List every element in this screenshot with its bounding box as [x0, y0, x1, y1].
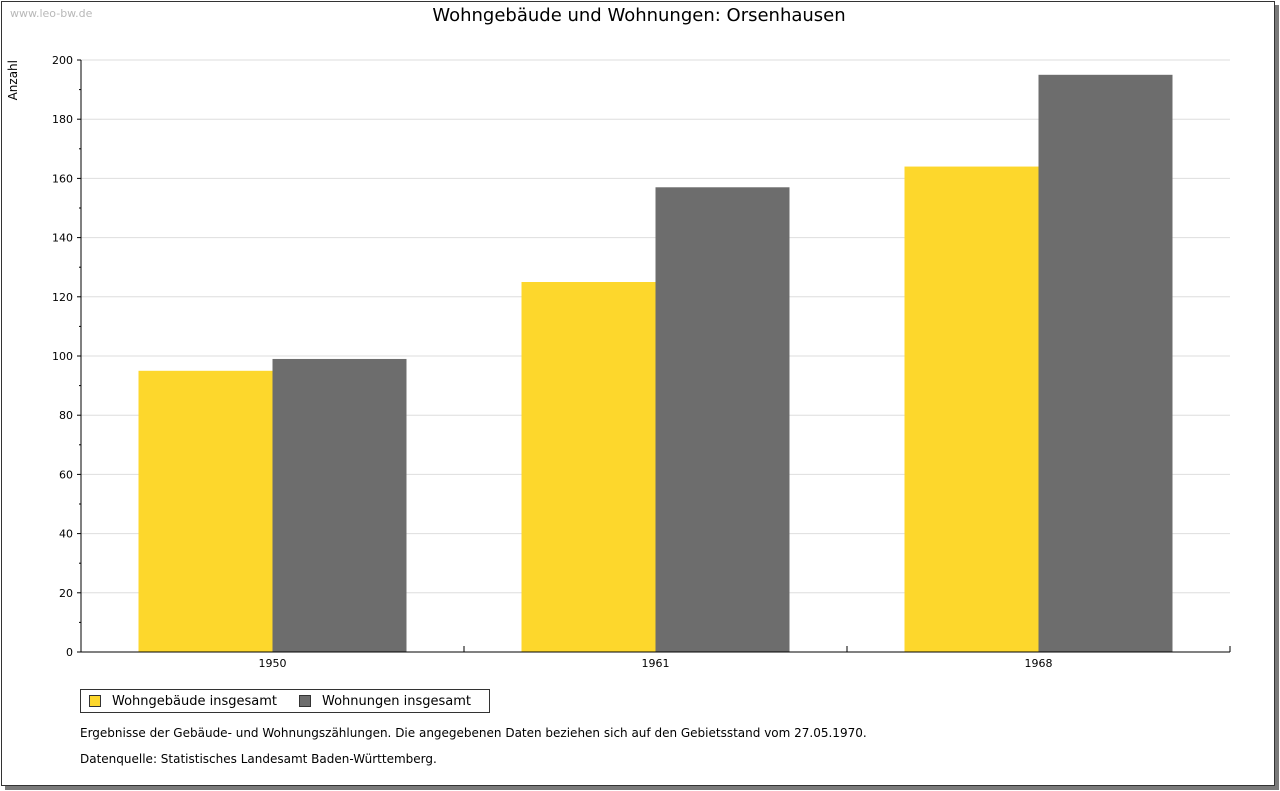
y-tick-label: 0: [66, 646, 73, 659]
legend-label-wohngebaeude: Wohngebäude insgesamt: [112, 693, 277, 709]
watermark: www.leo-bw.de: [10, 7, 93, 20]
y-tick-label: 40: [59, 528, 73, 541]
source-note: Ergebnisse der Gebäude- und Wohnungszähl…: [80, 726, 867, 740]
legend-swatch-wohngebaeude: [89, 695, 101, 707]
x-tick-label: 1968: [1025, 657, 1053, 670]
x-tick-label: 1961: [642, 657, 670, 670]
bar-wohngebaeude-1961: [521, 282, 656, 652]
bar-wohngebaeude-1950: [138, 370, 273, 652]
bar-wohnungen-1968: [1038, 74, 1173, 653]
bar-wohnungen-1950: [272, 358, 407, 652]
y-tick-label: 140: [52, 232, 73, 245]
y-tick-label: 180: [52, 113, 73, 126]
legend-item-wohngebaeude: Wohngebäude insgesamt: [89, 694, 277, 709]
bar-wohngebaeude-1968: [904, 166, 1039, 652]
legend-item-wohnungen: Wohnungen insgesamt: [299, 694, 471, 709]
y-tick-label: 200: [52, 54, 73, 67]
y-tick-label: 60: [59, 468, 73, 481]
y-tick-label: 160: [52, 172, 73, 185]
y-tick-label: 100: [52, 350, 73, 363]
legend-swatch-wohnungen: [299, 695, 311, 707]
x-tick-label: 1950: [259, 657, 287, 670]
chart-title: Wohngebäude und Wohnungen: Orsenhausen: [432, 5, 846, 26]
y-tick-label: 80: [59, 409, 73, 422]
y-tick-label: 120: [52, 291, 73, 304]
y-tick-label: 20: [59, 587, 73, 600]
bar-wohnungen-1961: [655, 187, 790, 652]
y-axis-label: Anzahl: [6, 60, 20, 100]
legend-label-wohnungen: Wohnungen insgesamt: [322, 693, 471, 709]
data-source-note: Datenquelle: Statistisches Landesamt Bad…: [80, 752, 437, 766]
legend: Wohngebäude insgesamt Wohnungen insgesam…: [80, 689, 490, 713]
